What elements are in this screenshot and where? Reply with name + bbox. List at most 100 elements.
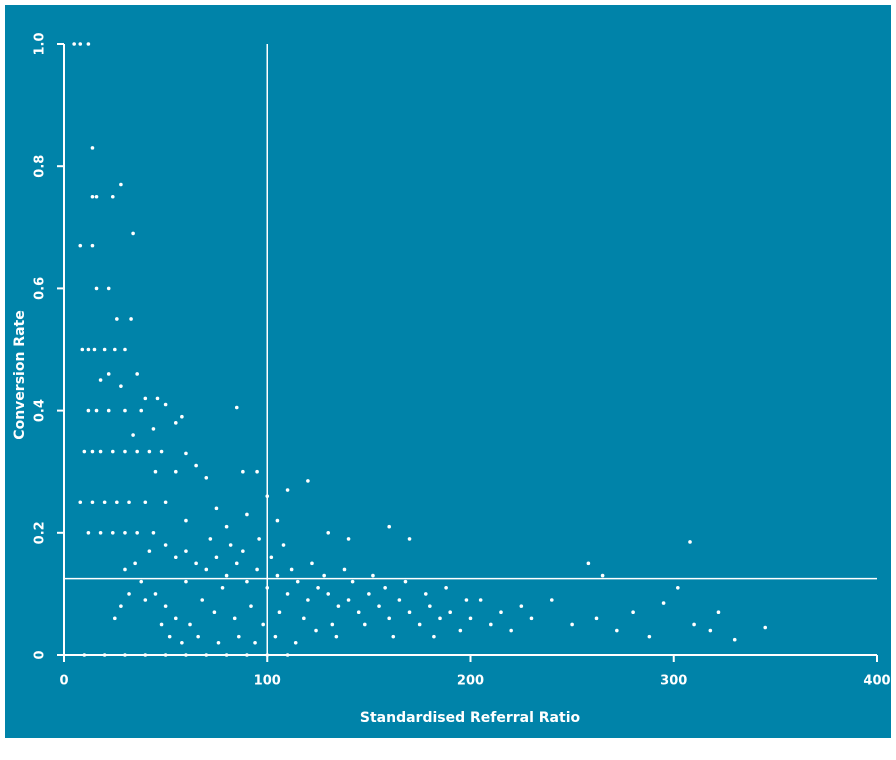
point	[163, 653, 168, 657]
point	[285, 653, 290, 657]
point	[661, 601, 666, 605]
point	[163, 543, 168, 547]
x-axis-title: Standardised Referral Ratio	[360, 710, 581, 726]
point	[234, 561, 239, 566]
point	[245, 579, 249, 584]
point	[647, 634, 652, 639]
point	[255, 567, 259, 572]
point	[92, 347, 97, 352]
point	[529, 616, 534, 621]
point	[265, 653, 270, 657]
point	[123, 449, 127, 454]
point	[184, 549, 188, 553]
point	[184, 653, 188, 657]
point	[236, 634, 241, 639]
point	[444, 585, 448, 590]
point	[377, 604, 381, 608]
point	[94, 194, 99, 199]
point	[224, 573, 229, 578]
point	[204, 476, 209, 480]
point	[184, 518, 188, 523]
point	[428, 604, 432, 608]
point	[119, 384, 123, 388]
point	[302, 616, 306, 621]
point	[80, 347, 85, 352]
point	[275, 573, 280, 578]
point	[139, 579, 144, 584]
point	[407, 537, 412, 541]
point	[330, 622, 335, 627]
point	[631, 610, 635, 615]
point	[123, 567, 127, 572]
point	[600, 573, 605, 578]
point	[214, 506, 219, 511]
point	[173, 469, 178, 474]
x-tick-label: 100	[254, 674, 281, 689]
point	[615, 628, 619, 633]
point	[127, 500, 131, 505]
point	[295, 579, 300, 584]
point	[458, 628, 463, 633]
point	[127, 592, 131, 596]
point	[173, 421, 178, 425]
point	[115, 500, 119, 505]
point	[113, 347, 117, 352]
point	[245, 512, 249, 517]
point	[387, 524, 392, 529]
point	[275, 518, 280, 523]
point	[200, 598, 205, 602]
point	[188, 622, 192, 627]
point	[550, 598, 554, 602]
y-tick-label: 0.6	[33, 277, 48, 300]
point	[257, 537, 261, 541]
point	[509, 628, 513, 633]
y-tick-label: 0.2	[33, 521, 48, 544]
point	[90, 243, 95, 248]
point	[356, 610, 361, 615]
point	[78, 500, 83, 505]
y-tick-label: 0.4	[33, 399, 48, 422]
point	[464, 598, 469, 602]
point	[224, 524, 229, 529]
point	[98, 531, 103, 535]
point	[143, 653, 148, 657]
point	[86, 531, 91, 535]
point	[98, 378, 103, 382]
point	[86, 408, 91, 413]
point	[159, 622, 164, 627]
point	[123, 408, 127, 413]
point	[314, 628, 318, 633]
point	[367, 592, 371, 596]
point	[293, 640, 298, 645]
point	[732, 637, 737, 642]
y-tick-label: 1.0	[33, 32, 48, 55]
point	[289, 567, 294, 572]
point	[72, 42, 76, 46]
point	[277, 610, 282, 615]
point	[306, 598, 310, 602]
point	[147, 449, 152, 454]
point	[224, 653, 229, 657]
point	[322, 573, 326, 578]
point	[102, 500, 107, 505]
point	[151, 531, 156, 535]
point	[110, 449, 115, 454]
point	[336, 604, 341, 608]
point	[265, 585, 270, 590]
point	[113, 616, 117, 621]
point	[106, 372, 111, 376]
point	[232, 616, 237, 621]
point	[432, 634, 436, 639]
point	[204, 567, 209, 572]
point	[184, 451, 188, 456]
point	[371, 573, 375, 578]
point	[194, 561, 198, 566]
point	[153, 469, 158, 474]
point	[115, 317, 119, 321]
point	[241, 549, 245, 553]
point	[216, 640, 221, 645]
point	[151, 427, 156, 431]
point	[123, 531, 127, 535]
point	[570, 622, 574, 627]
point	[346, 537, 351, 541]
